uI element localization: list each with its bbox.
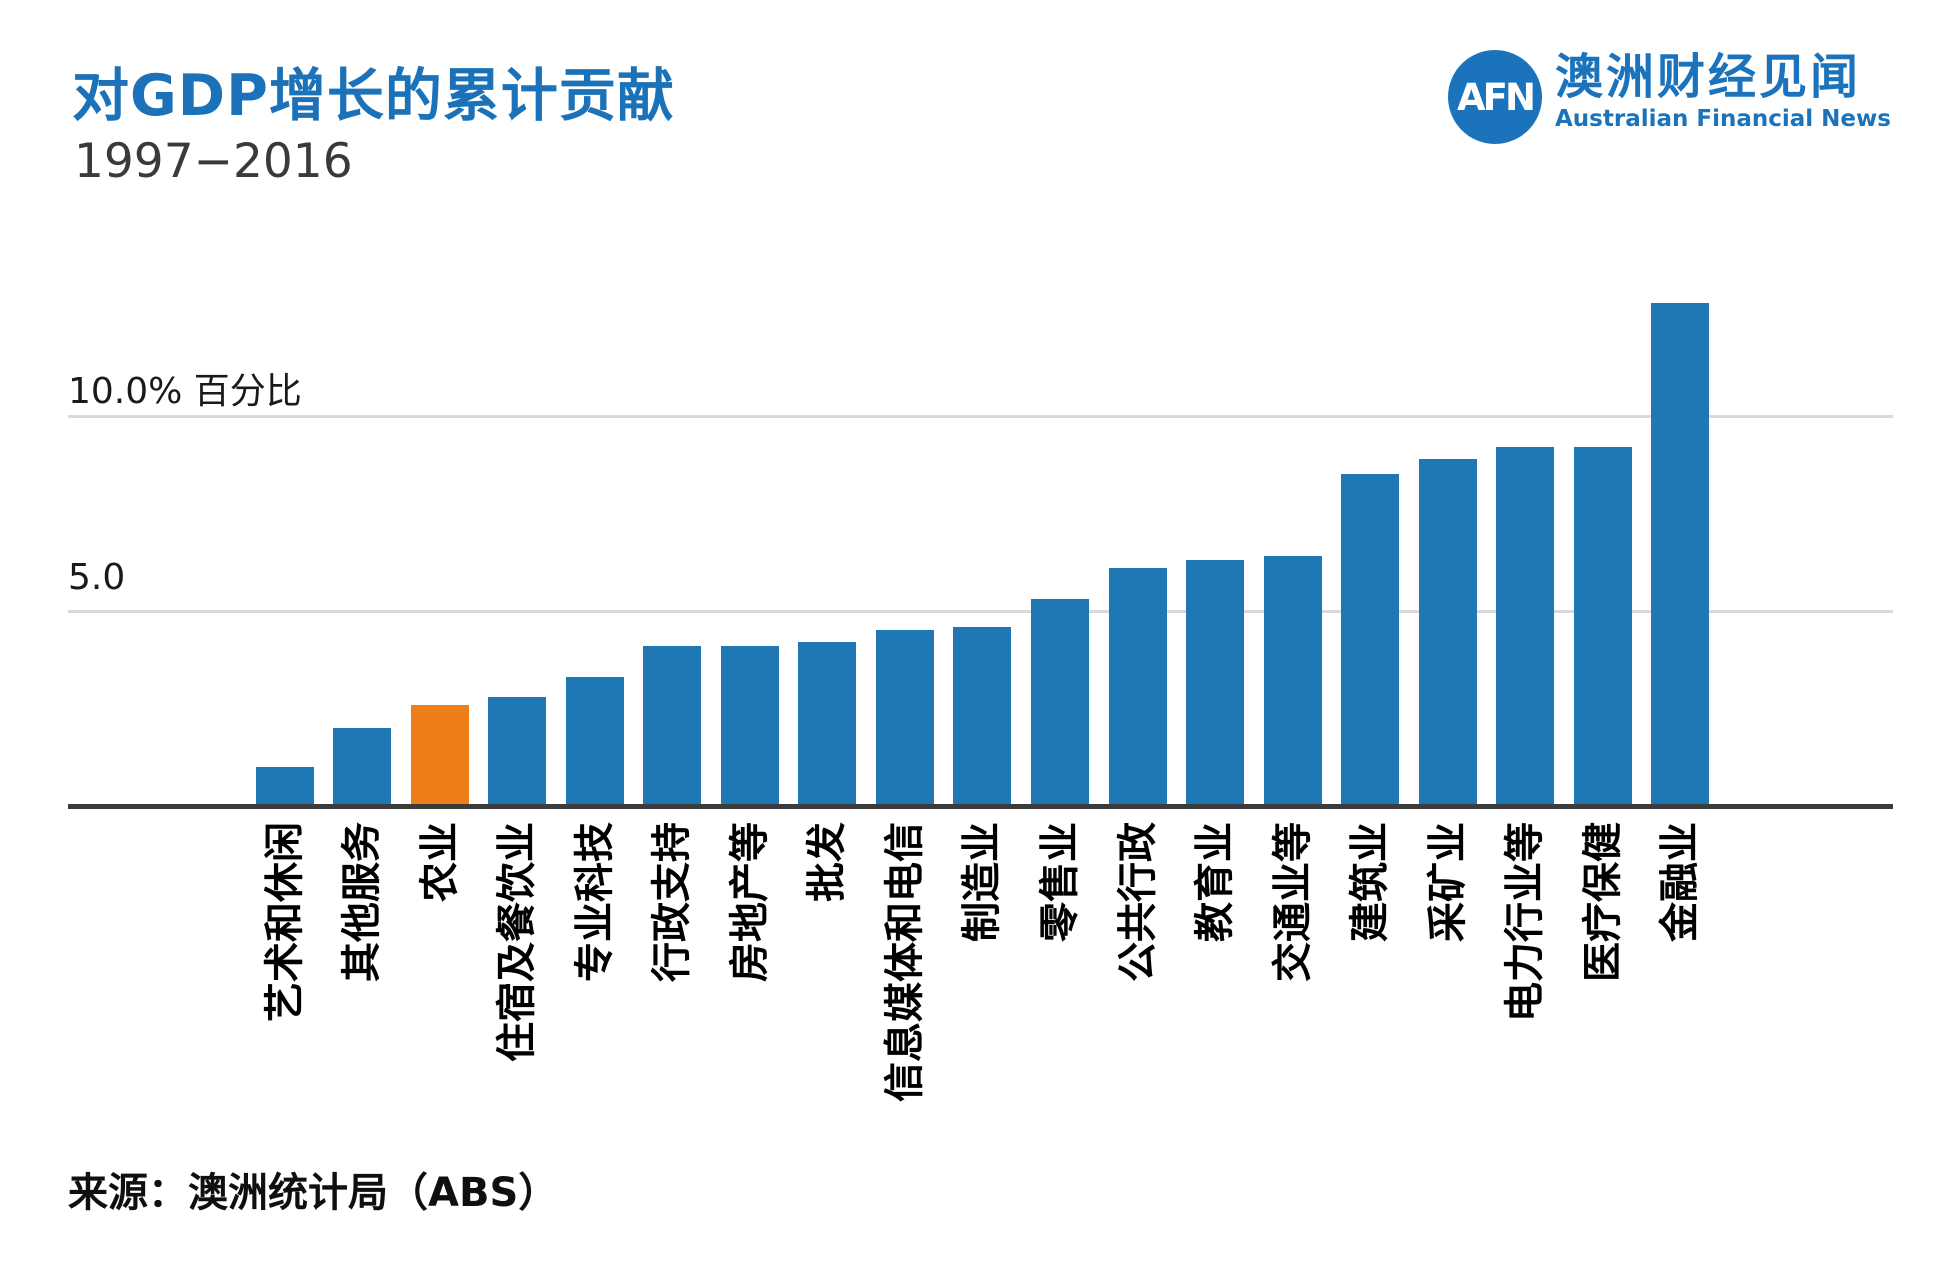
bar-4 xyxy=(488,697,546,806)
x-axis-label-11: 零售业 xyxy=(1037,822,1083,942)
x-axis-label-3: 农业 xyxy=(417,822,463,902)
x-axis-label-9: 信息媒体和电信 xyxy=(882,822,928,1102)
bar-10 xyxy=(953,627,1011,806)
bar-12 xyxy=(1109,568,1167,806)
x-axis-label-17: 电力行业等 xyxy=(1502,822,1548,1022)
page-title: 对GDP增长的累计贡献 xyxy=(72,63,675,129)
x-axis-line xyxy=(68,804,1893,809)
bar-6 xyxy=(643,646,701,806)
x-axis-label-8: 批发 xyxy=(804,822,850,902)
bar-15 xyxy=(1341,474,1399,806)
source-note: 来源：澳洲统计局（ABS） xyxy=(68,1170,559,1216)
bar-16 xyxy=(1419,459,1477,806)
x-axis-label-6: 行政支持 xyxy=(649,822,695,982)
y-axis-tick-5: 5.0 xyxy=(68,557,126,598)
x-axis-label-18: 医疗保健 xyxy=(1580,822,1626,982)
bar-5 xyxy=(566,677,624,806)
x-axis-label-7: 房地产等 xyxy=(727,822,773,982)
bar-18 xyxy=(1574,447,1632,806)
bar-3 xyxy=(411,705,469,806)
x-axis-label-12: 公共行政 xyxy=(1115,822,1161,982)
bar-1 xyxy=(256,767,314,806)
bar-2 xyxy=(333,728,391,806)
gridline-5 xyxy=(68,610,1893,613)
x-axis-label-1: 艺术和休闲 xyxy=(262,822,308,1022)
bar-11 xyxy=(1031,599,1089,806)
x-axis-label-5: 专业科技 xyxy=(572,822,618,982)
x-axis-label-19: 金融业 xyxy=(1657,822,1703,942)
afn-logo-name-en: Australian Financial News xyxy=(1555,106,1891,133)
bar-17 xyxy=(1496,447,1554,806)
x-axis-label-15: 建筑业 xyxy=(1347,822,1393,942)
x-axis-label-4: 住宿及餐饮业 xyxy=(494,822,540,1062)
x-axis-label-13: 教育业 xyxy=(1192,822,1238,942)
page-subtitle: 1997−2016 xyxy=(74,134,353,189)
bar-9 xyxy=(876,630,934,806)
y-axis-tick-10: 10.0% 百分比 xyxy=(68,371,302,412)
gridline-10 xyxy=(68,415,1893,418)
bar-8 xyxy=(798,642,856,806)
bar-14 xyxy=(1264,556,1322,806)
afn-logo-circle-icon: AFN xyxy=(1448,50,1542,144)
bar-13 xyxy=(1186,560,1244,806)
afn-logo: AFN 澳洲财经见闻 Australian Financial News xyxy=(1448,49,1891,144)
x-axis-label-16: 采矿业 xyxy=(1425,822,1471,942)
afn-logo-text: 澳洲财经见闻 Australian Financial News xyxy=(1555,49,1891,133)
bar-7 xyxy=(721,646,779,806)
x-axis-label-10: 制造业 xyxy=(959,822,1005,942)
x-axis-label-14: 交通业等 xyxy=(1270,822,1316,982)
bar-19 xyxy=(1651,303,1709,806)
x-axis-label-2: 其他服务 xyxy=(339,822,385,982)
afn-logo-name-zh: 澳洲财经见闻 xyxy=(1555,49,1862,105)
